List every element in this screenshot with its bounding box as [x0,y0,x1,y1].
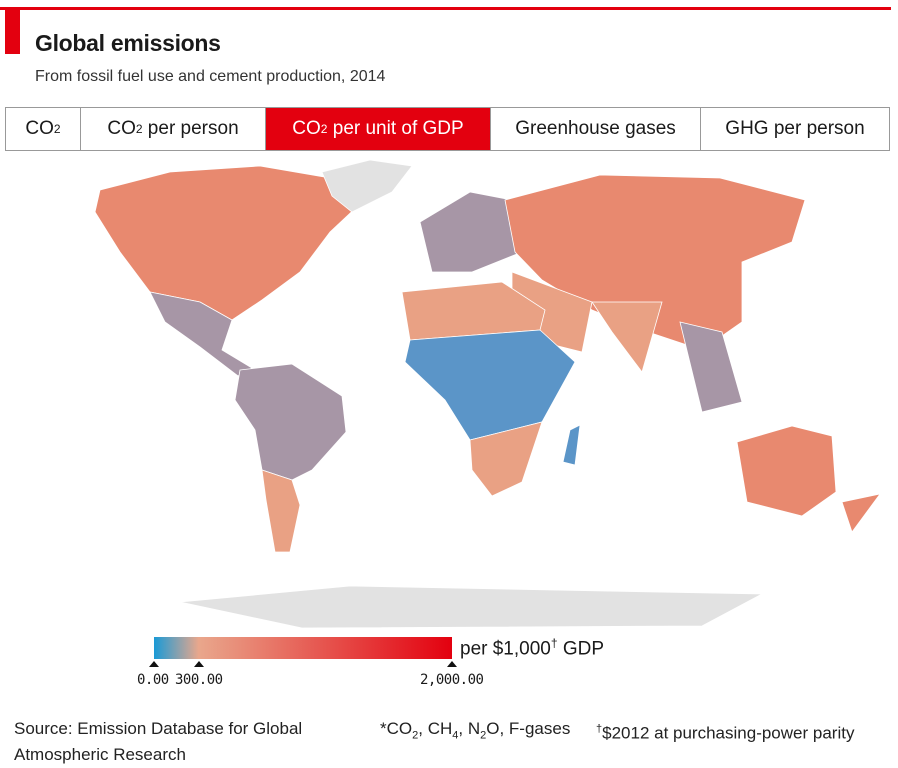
tab-label-rest: per unit of GDP [327,118,464,139]
tab-label-sub: 2 [320,122,328,136]
tick-label-max: 2,000.00 [420,672,484,688]
chart-title: Global emissions [35,30,221,56]
note-text: , CH [418,719,453,738]
source-line: Source: Emission Database for Global [14,719,303,738]
tab-co2-per-person[interactable]: CO 2 per person [81,108,266,150]
legend-unit: per $1,000† GDP [460,636,604,660]
tick-marker [149,661,159,667]
tab-label-sub: 2 [135,122,143,136]
region-north-america[interactable] [94,165,363,321]
region-central-africa[interactable] [404,329,576,441]
source-note: Source: Emission Database for Global Atm… [14,716,302,768]
dagger: † [550,636,558,650]
tab-label: Greenhouse gases [515,118,676,139]
region-antarctica[interactable] [179,585,764,629]
unit-text: GDP [557,638,604,660]
tab-label: CO [25,118,54,139]
tab-label: GHG per person [725,118,865,139]
unit-text: per $1,000 [460,638,551,660]
region-russia-china[interactable] [504,174,806,351]
world-map [94,159,881,629]
chart-subtitle: From fossil fuel use and cement producti… [35,68,386,85]
note-text: , N [458,719,481,738]
tick-label-mid: 300.00 [175,672,223,688]
region-madagascar[interactable] [562,424,581,466]
dagger: † [596,723,603,735]
region-south-america-south[interactable] [261,469,301,553]
tab-label-rest: per person [142,118,239,139]
tab-label-sub: 2 [53,122,61,136]
region-central-america[interactable] [149,291,253,377]
note-sub: 4 [452,729,459,742]
tab-label: CO [107,118,136,139]
tab-ghg-per-person[interactable]: GHG per person [701,108,889,150]
region-southeast-asia[interactable] [679,321,743,413]
note-text: O, F-gases [486,719,571,738]
tick-label-min: 0.00 [137,672,169,688]
top-rule [0,7,891,10]
tab-co2-per-gdp[interactable]: CO 2 per unit of GDP [266,108,491,150]
metric-tabs: CO 2 CO 2 per person CO 2 per unit of GDP G… [5,107,890,151]
tab-greenhouse-gases[interactable]: Greenhouse gases [491,108,701,150]
region-australia[interactable] [736,425,837,517]
tab-co2[interactable]: CO 2 [6,108,81,150]
note-sub: 2 [480,729,487,742]
gdp-note: †$2012 at purchasing-power parity [596,716,854,747]
region-greenland[interactable] [321,159,413,213]
brand-bar [5,8,20,54]
tick-marker [194,661,204,667]
region-south-america-north[interactable] [234,363,347,481]
color-scale-bar [154,637,452,659]
tab-label: CO [292,118,321,139]
tick-marker [447,661,457,667]
region-north-africa[interactable] [401,281,546,341]
gases-note: *CO2, CH4, N2O, F-gases [380,716,570,748]
note-sub: 2 [412,729,419,742]
note-text: $2012 at purchasing-power parity [602,723,855,743]
source-line: Atmospheric Research [14,745,186,764]
note-text: *CO [380,719,413,738]
region-new-zealand[interactable] [841,493,881,533]
region-india[interactable] [591,301,663,373]
region-southern-africa[interactable] [469,421,543,497]
